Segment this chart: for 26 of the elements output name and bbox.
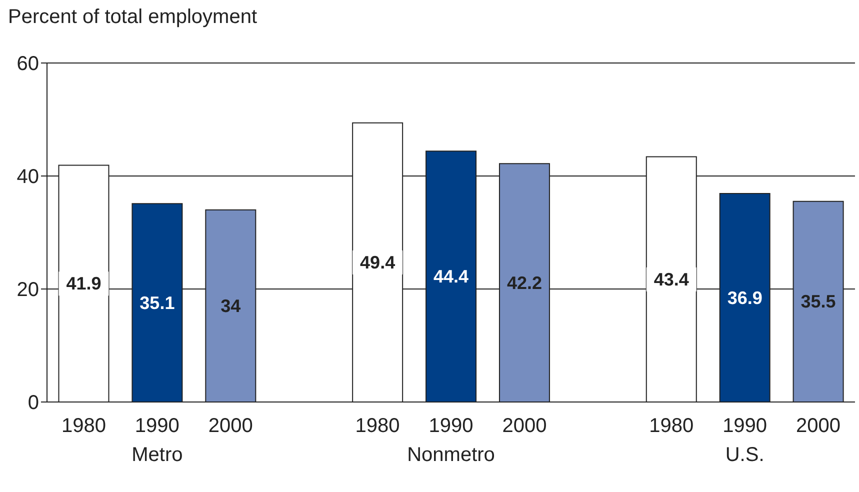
- text: U.S.: [724, 444, 766, 467]
- x-tick-label: 1990: [722, 415, 768, 438]
- x-tick-label: 1990: [428, 415, 474, 438]
- x-tick-label: 2000: [502, 415, 547, 438]
- data-label: 41.9: [66, 274, 102, 294]
- data-label: 43.4: [654, 269, 689, 290]
- text: Metro: [130, 444, 184, 467]
- data-label: 34: [220, 296, 241, 316]
- y-tick-label: 20: [16, 279, 39, 302]
- data-label: 44.4: [434, 266, 469, 287]
- data-label: 35.1: [140, 292, 175, 313]
- y-tick-label: 40: [16, 166, 39, 188]
- data-label: 35.5: [800, 292, 836, 312]
- y-axis-title: Percent of total employment: [8, 6, 258, 29]
- x-tick-label: 2000: [208, 415, 253, 438]
- x-tick-label: 2000: [796, 415, 841, 438]
- data-label: 49.4: [360, 252, 396, 272]
- x-tick-label: 1980: [61, 415, 106, 438]
- y-tick-label: 0: [28, 392, 39, 414]
- data-label: 36.9: [727, 288, 762, 308]
- x-tick-label: 1980: [649, 415, 694, 438]
- text: Nonmetro: [406, 444, 496, 467]
- x-tick-label: 1980: [355, 415, 400, 438]
- data-label: 42.2: [506, 272, 542, 293]
- x-tick-label: 1990: [134, 415, 180, 438]
- y-tick-label: 60: [16, 53, 39, 76]
